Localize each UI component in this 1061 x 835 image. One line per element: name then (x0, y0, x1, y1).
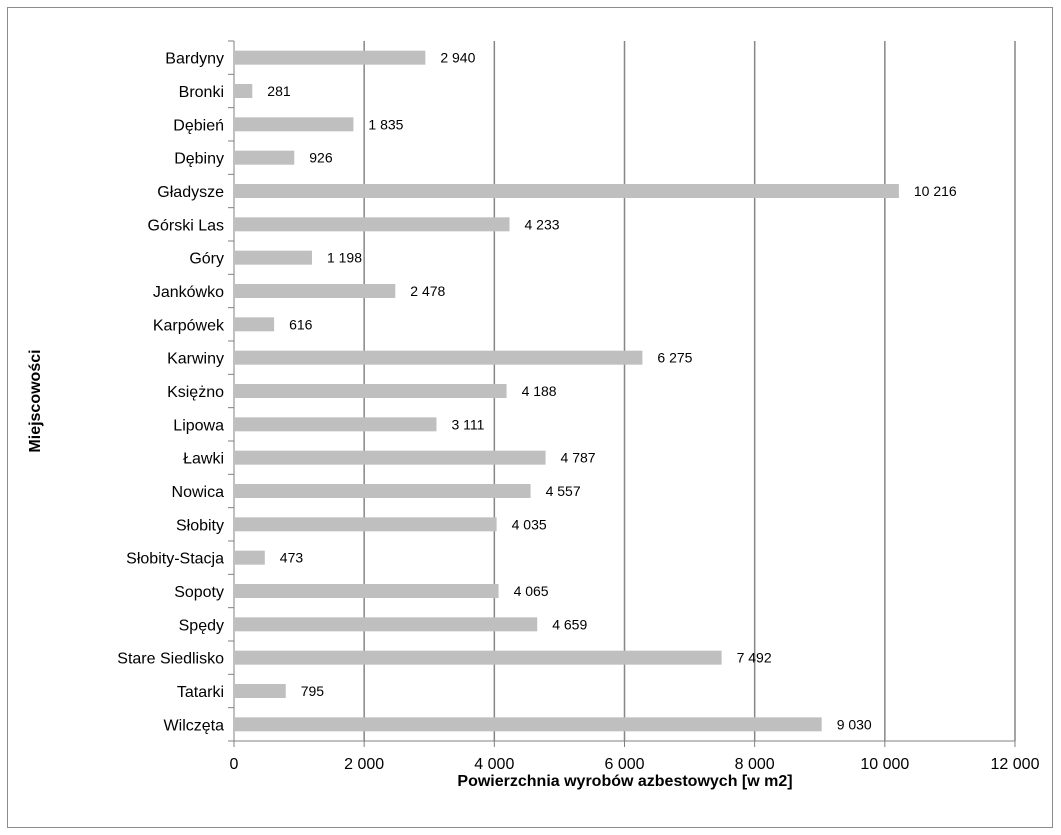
bar (235, 184, 899, 198)
bar-value-label: 4 065 (514, 583, 549, 599)
y-category-label: Jankówko (153, 284, 224, 301)
y-category-label: Bardyny (165, 51, 224, 68)
y-category-label: Spędy (179, 617, 224, 634)
bar-value-label: 9 030 (837, 716, 872, 732)
y-category-label: Sopoty (174, 584, 224, 601)
bar (235, 150, 295, 165)
bar-value-label: 2 940 (440, 50, 475, 66)
x-tick-label: 2 000 (344, 756, 384, 773)
x-tick-label: 0 (230, 756, 239, 773)
bar (235, 617, 538, 632)
bar-value-label: 3 111 (451, 416, 484, 432)
bar-value-label: 1 198 (327, 250, 362, 266)
x-axis-title: Powierzchnia wyrobów azbestowych [w m2] (457, 773, 792, 790)
bar (235, 550, 265, 565)
bar (235, 717, 822, 732)
bar-value-label: 926 (309, 150, 333, 166)
y-category-label: Dębień (173, 117, 224, 134)
bar-value-label: 795 (301, 683, 325, 699)
bar (235, 684, 286, 698)
x-tick-label: 8 000 (735, 756, 775, 773)
y-axis-title: Miejscowości (27, 349, 44, 452)
x-tick-label: 12 000 (991, 756, 1040, 773)
y-category-label: Nowica (172, 484, 225, 501)
bar (235, 317, 275, 332)
y-category-label: Bronki (179, 84, 224, 101)
bar (235, 250, 312, 265)
bar (235, 650, 722, 665)
y-category-label: Słobity (176, 517, 224, 534)
bar-value-label: 1 835 (368, 116, 403, 132)
y-category-label: Karwiny (167, 351, 224, 368)
bar (235, 117, 354, 132)
bar (235, 350, 643, 365)
bar-value-label: 6 275 (657, 350, 692, 366)
y-category-label: Ławki (183, 451, 224, 468)
bar (235, 517, 497, 532)
axes (228, 40, 1016, 747)
labels: 0 2 000 4 000 6 000 8 000 10 000 12 000 Bardyny… (117, 50, 1039, 773)
x-tick-label: 4 000 (474, 756, 514, 773)
bar-value-label: 4 188 (522, 383, 557, 399)
bars (235, 50, 899, 732)
bar (235, 450, 546, 465)
x-tick-label: 6 000 (604, 756, 644, 773)
bar-value-label: 473 (280, 550, 304, 566)
bar (235, 284, 396, 298)
y-category-label: Stare Siedlisko (117, 651, 224, 668)
bar (235, 384, 507, 398)
y-category-label: Góry (189, 251, 224, 268)
x-tick-label: 10 000 (860, 756, 909, 773)
bar-value-label: 616 (289, 316, 313, 332)
bar (235, 84, 253, 98)
y-category-label: Tatarki (177, 684, 224, 701)
y-category-label: Słobity-Stacja (126, 551, 224, 568)
bar-value-label: 4 035 (512, 516, 547, 532)
bar-value-label: 2 478 (410, 283, 445, 299)
y-category-label: Gładysze (157, 184, 224, 201)
bar-value-label: 4 233 (524, 216, 559, 232)
bar (235, 584, 499, 598)
bar-value-label: 7 492 (737, 650, 772, 666)
bar-value-label: 4 557 (546, 483, 581, 499)
y-category-label: Dębiny (174, 151, 224, 168)
y-category-label: Księżno (167, 384, 224, 401)
y-category-label: Wilczęta (164, 717, 225, 734)
y-category-label: Lipowa (173, 417, 224, 434)
bar-value-label: 4 787 (561, 450, 596, 466)
bar (235, 50, 426, 65)
bar (235, 217, 510, 232)
y-category-label: Karpówek (153, 317, 225, 334)
bar-value-label: 10 216 (914, 183, 957, 199)
bar-value-label: 4 659 (552, 616, 587, 632)
y-category-label: Górski Las (148, 217, 224, 234)
chart-frame: 0 2 000 4 000 6 000 8 000 10 000 12 000 Bardyny… (7, 7, 1053, 828)
bar (235, 484, 531, 498)
bar (235, 417, 437, 432)
bar-value-label: 281 (267, 83, 291, 99)
bar-chart: 0 2 000 4 000 6 000 8 000 10 000 12 000 Bardyny… (27, 40, 1040, 790)
